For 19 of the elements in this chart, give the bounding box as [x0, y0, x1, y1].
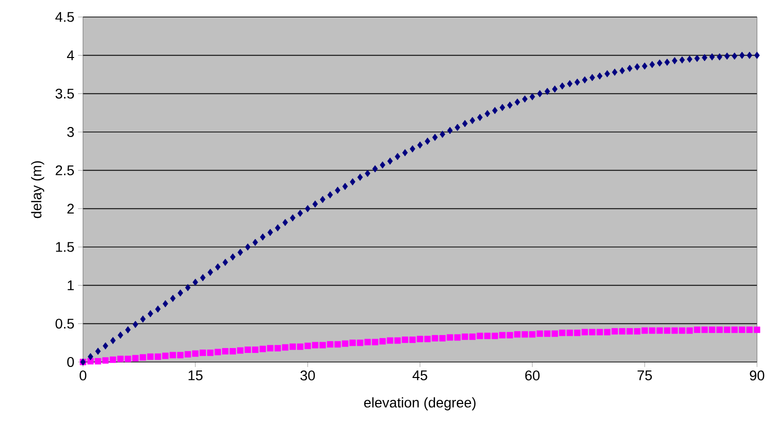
- x-tick-label: 75: [638, 370, 652, 380]
- y-tick-label: 0: [67, 357, 74, 367]
- y-tick-label: 3.5: [56, 88, 74, 99]
- x-tick-label: 30: [300, 370, 315, 380]
- x-tick-label: 60: [525, 370, 540, 380]
- y-tick-label: 1: [68, 280, 74, 290]
- y-axis-title: delay (m): [31, 161, 44, 218]
- y-tick-label: 0.5: [56, 318, 74, 329]
- y-tick-label: 1.5: [56, 242, 74, 252]
- x-tick-label: 0: [80, 370, 86, 380]
- x-tick-label: 90: [750, 370, 764, 380]
- y-tick-label: 3: [67, 127, 74, 137]
- x-tick-label: 15: [188, 370, 203, 380]
- y-tick-label: 4.5: [55, 12, 74, 22]
- x-tick-label: 45: [412, 370, 428, 380]
- y-tick-label: 2: [67, 204, 74, 214]
- y-tick-label: 4: [67, 50, 74, 60]
- y-tick-label: 2.5: [56, 165, 74, 176]
- x-axis-title: elevation (degree): [364, 397, 476, 410]
